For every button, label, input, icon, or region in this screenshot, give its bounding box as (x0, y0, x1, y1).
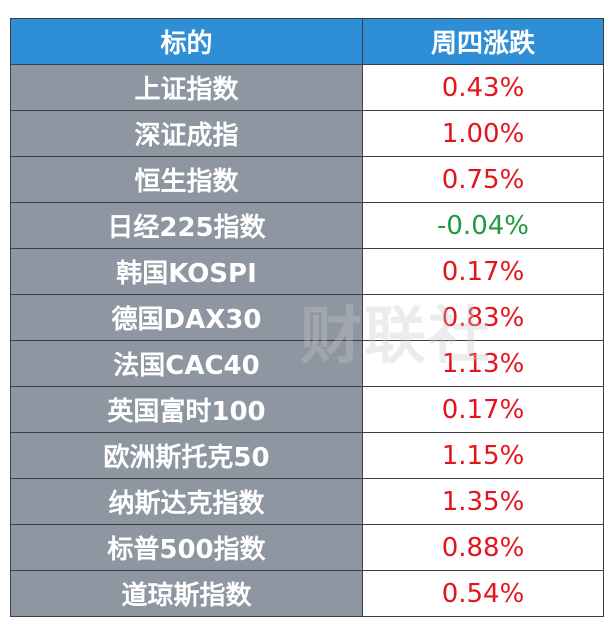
change-value: 1.13% (362, 340, 604, 387)
change-value: 0.17% (362, 248, 604, 295)
table-row: 韩国KOSPI 0.17% (10, 248, 604, 295)
index-name: 德国DAX30 (10, 294, 363, 341)
header-row: 标的 周四涨跌 (10, 18, 604, 65)
change-value: 0.75% (362, 156, 604, 203)
change-value: 1.15% (362, 432, 604, 479)
change-value: 0.43% (362, 64, 604, 111)
table-row: 恒生指数 0.75% (10, 156, 604, 203)
change-value: -0.04% (362, 202, 604, 249)
table-row: 纳斯达克指数 1.35% (10, 478, 604, 525)
index-name: 欧洲斯托克50 (10, 432, 363, 479)
table-row: 深证成指 1.00% (10, 110, 604, 157)
index-name: 深证成指 (10, 110, 363, 157)
index-name: 标普500指数 (10, 524, 363, 571)
change-value: 0.88% (362, 524, 604, 571)
change-value: 0.17% (362, 386, 604, 433)
table-row: 标普500指数 0.88% (10, 524, 604, 571)
index-name: 上证指数 (10, 64, 363, 111)
index-name: 纳斯达克指数 (10, 478, 363, 525)
index-name: 道琼斯指数 (10, 570, 363, 617)
data-table: 标的 周四涨跌 上证指数 0.43% 深证成指 1.00% 恒生指数 0.75% 日经225… (10, 18, 604, 617)
change-value: 1.35% (362, 478, 604, 525)
table-row: 英国富时100 0.17% (10, 386, 604, 433)
table-row: 欧洲斯托克50 1.15% (10, 432, 604, 479)
index-name: 恒生指数 (10, 156, 363, 203)
change-value: 1.00% (362, 110, 604, 157)
header-cell: 周四涨跌 (362, 18, 604, 65)
table-row: 法国CAC40 1.13% (10, 340, 604, 387)
index-name: 法国CAC40 (10, 340, 363, 387)
table-row: 德国DAX30 0.83% (10, 294, 604, 341)
table-row: 上证指数 0.43% (10, 64, 604, 111)
change-value: 0.54% (362, 570, 604, 617)
index-name: 韩国KOSPI (10, 248, 363, 295)
change-value: 0.83% (362, 294, 604, 341)
header-cell: 标的 (10, 18, 363, 65)
table-row: 日经225指数 -0.04% (10, 202, 604, 249)
index-name: 英国富时100 (10, 386, 363, 433)
table-row: 道琼斯指数 0.54% (10, 570, 604, 617)
index-name: 日经225指数 (10, 202, 363, 249)
